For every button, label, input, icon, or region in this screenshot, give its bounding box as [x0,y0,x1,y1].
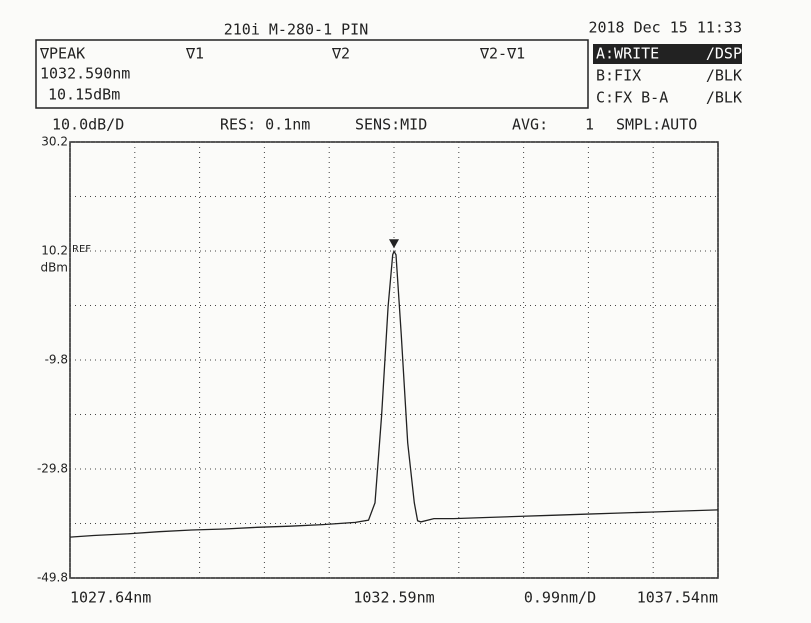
setting: SMPL:AUTO [616,116,697,134]
y-tick-label: 30.2 [41,135,68,149]
y-tick-label: 10.2 [41,244,68,258]
x-tick-label: 1027.64nm [70,589,151,607]
setting: AVG: [512,116,548,134]
y-tick-label: -29.8 [37,462,68,476]
trace-mode: C:FX B-A [596,89,668,107]
trace-list: A:WRITE/DSP B:FIX/BLK C:FX B-A/BLK [596,45,742,107]
setting: 1 [585,116,594,134]
trace-display: /BLK [706,67,742,85]
trace-mode: B:FIX [596,67,641,85]
peak-wavelength: 1032.590nm [40,65,130,83]
peak-label: ∇PEAK [39,45,85,63]
x-tick-label: 1037.54nm [637,589,718,607]
marker-diff: ∇2-∇1 [479,45,525,63]
y-unit: dBm [40,261,68,275]
trace-mode: A:WRITE [596,45,659,63]
datetime: 2018 Dec 15 11:33 [588,19,742,37]
marker2: ∇2 [331,45,350,63]
y-tick-label: -9.8 [45,353,68,367]
marker-box [35,39,589,109]
setting: RES: 0.1nm [220,116,310,134]
x-per-div: 0.99nm/D [524,589,596,607]
x-tick-label: 1032.59nm [353,589,434,607]
setting: SENS:MID [355,116,427,134]
settings-row: 10.0dB/D RES: 0.1nm SENS:MID AVG: 1 SMPL:AUTO [52,116,697,134]
trace-display: /DSP [706,45,742,63]
ref-label: REF [72,244,91,255]
active-trace-highlight [593,44,742,64]
marker1: ∇1 [185,45,204,63]
trace-line [69,249,719,538]
setting: 10.0dB/D [52,116,124,134]
model: 210i M-280-1 PIN [224,21,369,39]
trace-display: /BLK [706,89,742,107]
y-tick-label: -49.8 [37,571,68,585]
peak-marker [389,239,399,249]
peak-level: 10.15dBm [48,86,120,104]
